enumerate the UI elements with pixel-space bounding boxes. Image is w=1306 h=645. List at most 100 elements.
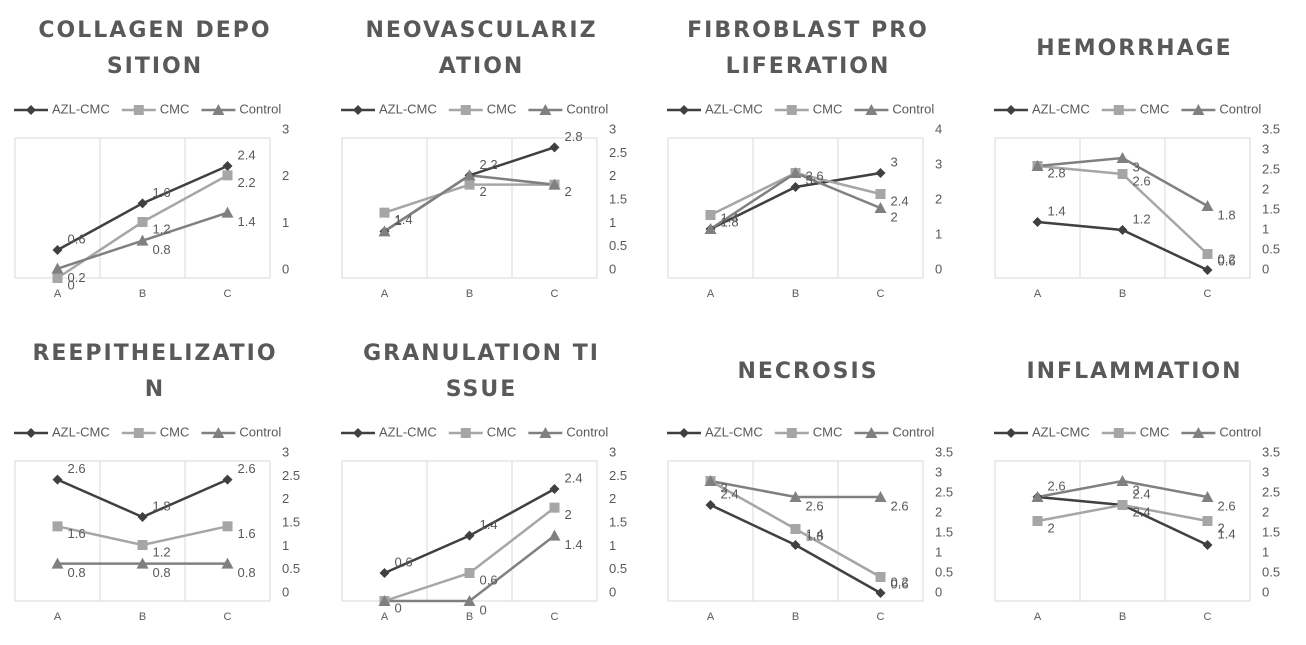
data-point: [1201, 490, 1213, 502]
plot: AZL-CMC CMC Control 0 0.5 1 1.5 2 2.5 3 A B C 1 2.2 2.8…: [340, 101, 627, 300]
y-tick-label: 3.5: [935, 444, 953, 459]
plot: AZL-CMC CMC Control 0 0.5 1 1.5 2 2.5 3 A B C 0.6 1.4 2…: [340, 424, 627, 622]
legend-marker: [133, 105, 144, 115]
legend-label: AZL-CMC: [52, 424, 110, 439]
y-tick-label: 2: [282, 168, 289, 183]
y-tick-label: 3: [282, 121, 289, 136]
legend-marker: [679, 105, 689, 115]
data-point: [875, 587, 886, 598]
data-point: [136, 234, 149, 246]
y-tick-label: 0: [609, 584, 616, 599]
legend-marker: [26, 105, 36, 115]
y-tick-label: 1: [282, 215, 289, 230]
data-point: [464, 567, 474, 578]
data-point: [790, 182, 801, 192]
y-tick-label: 2: [1262, 181, 1269, 196]
series-line: [56, 478, 229, 518]
data-point: [137, 511, 148, 522]
y-tick-label: 0.5: [609, 238, 627, 253]
chart-title: NECROSIS: [737, 358, 879, 384]
data-label: 2.2: [238, 175, 256, 190]
data-label: 0.8: [153, 565, 171, 580]
data-label: 3: [806, 172, 813, 187]
y-tick-label: 1: [935, 226, 942, 241]
legend-marker: [352, 427, 363, 438]
data-label: 1.2: [153, 544, 171, 559]
plot: AZL-CMC CMC Control 0 0.5 1 1.5 2 2.5 3 3.5 A B C 2.4 1…: [667, 424, 953, 622]
data-label: 2: [564, 184, 571, 199]
legend-label: Control: [1219, 424, 1261, 439]
data-label: 1.4: [238, 214, 256, 229]
y-tick-label: 1.5: [1262, 201, 1280, 216]
y-tick-label: 0: [282, 261, 289, 276]
legend-label: AZL-CMC: [705, 424, 763, 439]
y-tick-label: 2.5: [1262, 484, 1280, 499]
x-tick-label: C: [550, 610, 558, 622]
data-label: 2: [1217, 520, 1224, 535]
y-tick-label: 1: [935, 544, 942, 559]
data-label: 0.8: [68, 565, 86, 580]
legend-label: Control: [566, 101, 608, 116]
legend-marker: [1113, 105, 1124, 115]
legend-label: Control: [239, 101, 281, 116]
data-point: [463, 169, 475, 181]
data-point: [136, 557, 149, 569]
plot-frame: [667, 137, 924, 279]
data-label: 2.4: [721, 486, 739, 501]
legend-label: Control: [1219, 101, 1261, 116]
data-point: [549, 502, 559, 513]
plot-frame: [994, 137, 1250, 279]
plot: AZL-CMC CMC Control 0 0.5 1 1.5 2 2.5 3 3.5 A B C 1.4 1…: [993, 101, 1280, 300]
data-point: [222, 474, 233, 485]
x-tick-label: B: [792, 610, 799, 622]
y-tick-label: 3: [282, 444, 289, 459]
chart-title: NEOVASCULARIZATION: [365, 18, 598, 79]
legend-marker: [1191, 104, 1204, 115]
x-tick-label: B: [139, 610, 146, 622]
x-tick-label: B: [139, 288, 146, 300]
data-label: 0.6: [891, 576, 909, 591]
y-tick-label: 1.5: [609, 514, 627, 529]
data-label: 1.4: [1047, 203, 1065, 218]
legend-label: AZL-CMC: [379, 424, 437, 439]
legend-marker: [460, 105, 471, 115]
data-label: 2.6: [891, 498, 909, 513]
data-point: [378, 594, 390, 606]
data-point: [1201, 200, 1213, 211]
legend-marker: [538, 104, 551, 115]
data-point: [137, 198, 148, 209]
data-label: 1.6: [153, 185, 171, 200]
y-tick-label: 0: [609, 261, 616, 276]
data-point: [1032, 217, 1042, 227]
x-tick-label: B: [1118, 288, 1125, 300]
data-point: [1202, 249, 1212, 259]
legend-label: CMC: [813, 424, 843, 439]
data-point: [548, 529, 560, 541]
data-point: [52, 273, 63, 283]
data-point: [789, 490, 802, 502]
chart-title: HEMORRHAGE: [1036, 36, 1233, 61]
data-point: [1031, 160, 1043, 171]
data-point: [874, 490, 887, 502]
data-label: 2.6: [1132, 173, 1150, 188]
x-tick-label: C: [224, 610, 232, 622]
x-tick-label: C: [877, 288, 885, 300]
data-point: [52, 474, 63, 485]
x-tick-label: C: [550, 288, 558, 300]
data-label: 2: [564, 507, 571, 522]
data-label: 2.6: [806, 168, 824, 183]
x-tick-label: C: [224, 288, 232, 300]
y-tick-label: 3: [1262, 141, 1269, 156]
y-tick-label: 2: [1262, 504, 1269, 519]
legend-label: CMC: [160, 101, 190, 116]
x-tick-label: B: [1118, 610, 1125, 622]
plot-frame: [14, 137, 271, 279]
chart: INFLAMMATION AZL-CMC CMC Control 0 0.5 1 1.5 2 2.…: [980, 323, 1306, 645]
legend-label: CMC: [1139, 424, 1169, 439]
data-label: 0.6: [394, 554, 412, 569]
data-label: 1.4: [806, 526, 824, 541]
data-point: [222, 161, 233, 171]
data-label: 2.6: [806, 498, 824, 513]
legend-label: CMC: [160, 424, 190, 439]
data-point: [875, 168, 886, 178]
